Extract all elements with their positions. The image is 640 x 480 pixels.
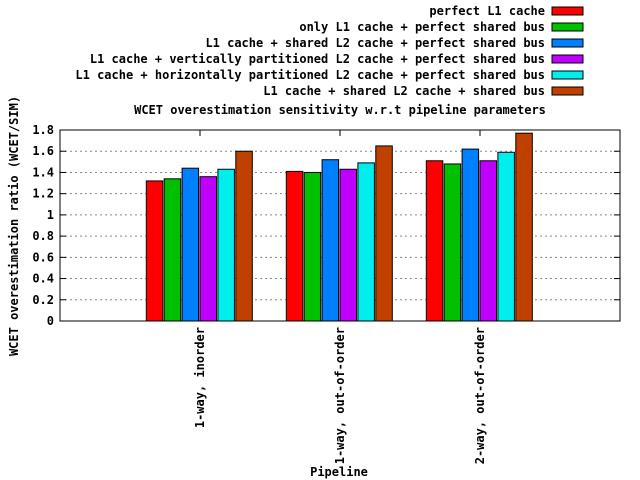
- y-axis-label: WCET overestimation ratio (WCET/SIM): [7, 96, 21, 356]
- y-tick-label: 1.4: [32, 165, 54, 179]
- bar: [339, 168, 357, 322]
- bar: [425, 160, 444, 322]
- x-tick-label: 1-way, inorder: [193, 327, 207, 428]
- legend-swatch: [551, 22, 584, 32]
- x-tick-label: 2-way, out-of-order: [473, 327, 487, 464]
- legend-label: only L1 cache + perfect shared bus: [299, 20, 545, 34]
- bar: [515, 132, 533, 322]
- legend: perfect L1 cache only L1 cache + perfect …: [75, 4, 584, 98]
- bar: [375, 145, 393, 322]
- legend-swatch: [551, 86, 584, 96]
- y-tick-label: 0.8: [32, 229, 54, 243]
- y-axis: 0 0.2 0.4 0.6 0.8 1 1.2 1.4 1.6 1.8: [32, 123, 620, 328]
- x-axis: 1-way, inorder 1-way, out-of-order 2-way, …: [193, 130, 487, 464]
- y-tick-label: 0.4: [32, 272, 54, 286]
- y-tick-label: 0: [47, 314, 54, 328]
- y-tick-label: 1.2: [32, 187, 54, 201]
- y-tick-label: 1: [47, 208, 54, 222]
- legend-label: L1 cache + vertically partitioned L2 cac…: [90, 52, 545, 66]
- bar: [199, 176, 217, 322]
- legend-label: perfect L1 cache: [429, 4, 545, 18]
- bar: [479, 160, 497, 322]
- bars: [145, 132, 533, 322]
- bar: [321, 159, 340, 322]
- chart-title: WCET overestimation sensitivity w.r.t pi…: [134, 103, 546, 117]
- bar: [285, 170, 304, 322]
- legend-swatch: [551, 70, 584, 80]
- y-tick-label: 1.8: [32, 123, 54, 137]
- legend-label: L1 cache + horizontally partitioned L2 c…: [75, 68, 545, 82]
- bar: [461, 148, 480, 322]
- bar: [145, 180, 164, 322]
- legend-swatch: [551, 6, 584, 16]
- x-tick-label: 1-way, out-of-order: [333, 327, 347, 464]
- bar: [497, 151, 515, 322]
- legend-label: L1 cache + shared L2 cache + perfect sha…: [205, 36, 545, 50]
- bar: [235, 150, 253, 322]
- legend-swatch: [551, 38, 584, 48]
- x-axis-label: Pipeline: [310, 465, 368, 479]
- y-tick-label: 0.6: [32, 250, 54, 264]
- bar: [303, 171, 322, 322]
- bar: [163, 178, 182, 322]
- bar: [217, 168, 235, 322]
- bar: [443, 163, 462, 322]
- y-tick-label: 0.2: [32, 293, 54, 307]
- y-tick-label: 1.6: [32, 144, 54, 158]
- bar: [181, 167, 200, 322]
- legend-label: L1 cache + shared L2 cache + shared bus: [263, 84, 545, 98]
- bar: [357, 162, 375, 322]
- legend-swatch: [551, 54, 584, 64]
